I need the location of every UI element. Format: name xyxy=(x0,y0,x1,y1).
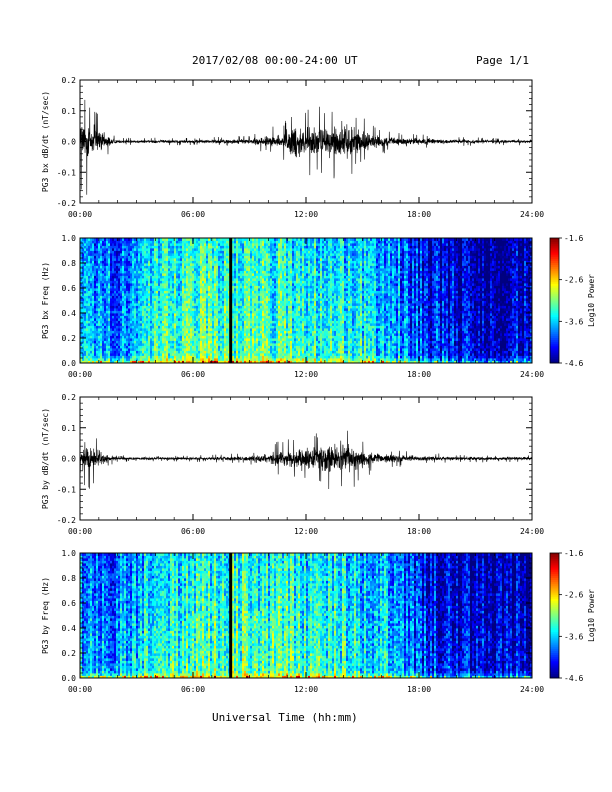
x-tick-label: 00:00 xyxy=(68,210,92,219)
y-axis-label: PG3 bx dB/dt (nT/sec) xyxy=(41,91,50,192)
y-tick-label: 0.2 xyxy=(62,76,77,85)
y-tick-label: 0.0 xyxy=(62,138,77,147)
panel-1-series xyxy=(80,100,532,195)
x-tick-label: 06:00 xyxy=(181,210,205,219)
panel-2-spectrogram xyxy=(80,238,532,363)
x-tick-label: 18:00 xyxy=(407,210,431,219)
x-tick-label: 12:00 xyxy=(294,210,318,219)
figure: 00:00 06:00 12:00 18:00 24:00 0.2 0.1 0.0 -0.1 -0… xyxy=(0,0,612,792)
x-tick-label: 24:00 xyxy=(520,210,544,219)
dbdt-trace xyxy=(80,100,532,195)
y-tick-label: -0.1 xyxy=(57,168,76,177)
y-tick-label: -0.2 xyxy=(57,199,76,208)
y-tick-label: 0.1 xyxy=(62,107,77,116)
